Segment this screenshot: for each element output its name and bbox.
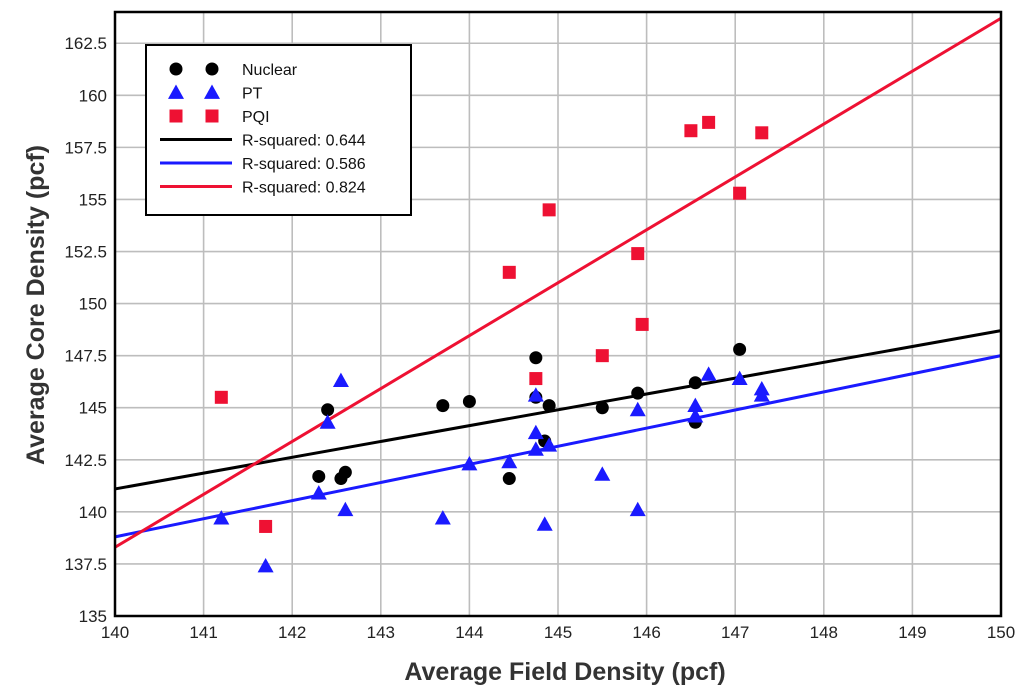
nuclear-point <box>529 351 543 365</box>
nuclear-point <box>631 386 645 400</box>
x-tick-label: 150 <box>987 623 1015 642</box>
nuclear-point <box>502 472 516 486</box>
pqi-point <box>502 265 516 279</box>
pqi-point <box>542 203 556 217</box>
legend-label: R-squared: 0.824 <box>242 180 366 197</box>
pqi-point <box>631 247 645 261</box>
x-tick-label: 145 <box>544 623 572 642</box>
legend-label: Nuclear <box>242 62 298 79</box>
pt-point <box>434 510 451 525</box>
legend-marker <box>204 84 220 99</box>
pt-point <box>700 366 717 381</box>
nuclear-point <box>312 469 326 483</box>
legend-marker <box>205 62 219 76</box>
x-tick-label: 146 <box>632 623 660 642</box>
y-axis-title: Average Core Density (pcf) <box>22 145 50 465</box>
pqi-point <box>259 519 273 533</box>
pqi-point <box>595 349 609 363</box>
pt-point <box>527 441 544 456</box>
x-tick-label: 149 <box>898 623 926 642</box>
y-tick-label: 147.5 <box>64 347 107 366</box>
legend-marker <box>169 62 183 76</box>
pt-point <box>629 501 646 517</box>
nuclear-point <box>688 376 702 390</box>
trendline <box>114 16 1002 549</box>
x-tick-label: 142 <box>278 623 306 642</box>
nuclear-point <box>542 399 556 413</box>
pt-point <box>687 408 704 423</box>
x-tick-label: 147 <box>721 623 749 642</box>
data-points <box>213 115 770 573</box>
plot-frame <box>113 10 1003 618</box>
pt-point <box>687 397 704 413</box>
legend-label: R-squared: 0.644 <box>242 133 366 150</box>
nuclear-point <box>436 399 450 413</box>
x-tick-label: 140 <box>101 623 129 642</box>
y-tick-label: 150 <box>79 295 107 314</box>
x-tick-label: 144 <box>455 623 483 642</box>
trendlines <box>114 16 1002 549</box>
pt-point <box>332 372 349 388</box>
trendline <box>114 354 1002 539</box>
pt-point <box>310 485 327 500</box>
pt-point <box>257 558 274 573</box>
pqi-point <box>529 372 543 386</box>
pt-point <box>731 370 748 385</box>
y-tick-label: 135 <box>79 607 107 626</box>
pt-point <box>501 453 518 469</box>
tick-labels: 140 141 142 143 144 145 146 147 148 149 150 135 137.… <box>64 34 1015 642</box>
pt-point <box>753 387 770 402</box>
pqi-point <box>214 390 228 404</box>
trendline <box>114 329 1002 491</box>
x-tick-label: 141 <box>189 623 217 642</box>
nuclear-point <box>462 394 476 408</box>
pt-point <box>629 401 646 417</box>
y-tick-label: 160 <box>79 86 107 105</box>
y-tick-label: 157.5 <box>64 138 107 157</box>
pt-point <box>527 424 544 440</box>
pt-point <box>319 414 336 429</box>
y-tick-label: 155 <box>79 190 107 209</box>
x-axis-title: Average Field Density (pcf) <box>404 658 725 686</box>
pqi-point <box>635 317 649 331</box>
nuclear-point <box>321 403 335 417</box>
pt-point <box>527 387 544 402</box>
legend: Nuclear PT PQI R-squared: 0.644 R-squared: 0… <box>145 44 412 216</box>
pt-point <box>337 501 354 517</box>
legend-label: PQI <box>242 109 270 126</box>
y-tick-label: 152.5 <box>64 243 107 262</box>
pqi-point <box>733 186 747 200</box>
pt-point <box>594 466 611 481</box>
y-tick-label: 137.5 <box>64 555 107 574</box>
pt-point <box>541 437 558 452</box>
legend-marker <box>168 84 184 99</box>
nuclear-point <box>595 401 609 415</box>
legend-marker <box>169 109 183 123</box>
pt-point <box>213 510 230 525</box>
pt-point <box>461 455 478 471</box>
pqi-point <box>702 115 716 129</box>
y-tick-label: 140 <box>79 503 107 522</box>
legend-label: PT <box>242 86 263 103</box>
pqi-point <box>755 126 769 140</box>
pt-point <box>536 516 553 531</box>
nuclear-point <box>338 465 352 479</box>
nuclear-point <box>733 342 747 356</box>
x-tick-label: 143 <box>367 623 395 642</box>
y-tick-label: 145 <box>79 399 107 418</box>
x-tick-label: 148 <box>810 623 838 642</box>
legend-marker <box>205 109 219 123</box>
legend-label: R-squared: 0.586 <box>242 156 366 173</box>
pqi-point <box>684 124 698 138</box>
y-tick-label: 142.5 <box>64 451 107 470</box>
y-tick-label: 162.5 <box>64 34 107 53</box>
